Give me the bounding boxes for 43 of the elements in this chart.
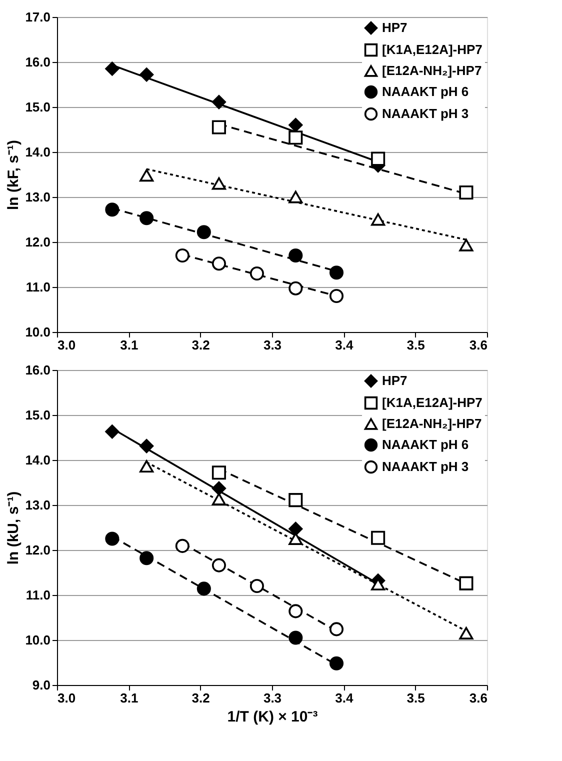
- y-tick-label: 13.0: [25, 190, 50, 204]
- legend-label: [E12A-NH₂]-HP7: [382, 416, 482, 431]
- legend-label: NAAAKT pH 6: [382, 437, 469, 452]
- x-tick-label: 3.0: [58, 690, 76, 706]
- y-axis-title: ln (kF, s⁻¹): [5, 140, 22, 210]
- x-tick-label: 3.3: [263, 690, 282, 706]
- y-tick-label: 12.0: [25, 234, 50, 250]
- x-tick-label: 3.3: [263, 338, 282, 352]
- x-axis-title: 1/T (K) × 10⁻³: [227, 708, 318, 726]
- y-tick-label: 12.0: [25, 542, 50, 558]
- legend-label: [K1A,E12A]-HP7: [382, 42, 482, 57]
- y-axis-title: ln (kU, s⁻¹): [5, 491, 22, 565]
- y-tick-label: 16.0: [25, 362, 50, 378]
- y-tick-label: 11.0: [26, 588, 50, 602]
- legend-label: [K1A,E12A]-HP7: [382, 395, 482, 410]
- legend-label: HP7: [382, 373, 408, 388]
- x-tick-label: 3.6: [469, 690, 488, 706]
- legend-label: HP7: [382, 20, 408, 35]
- x-tick-label: 3.4: [335, 690, 354, 706]
- legend-label: NAAAKT pH 3: [382, 106, 469, 121]
- x-tick-label: 3.1: [120, 338, 138, 352]
- x-tick-label: 3.6: [469, 338, 488, 352]
- y-tick-label: 15.0: [25, 408, 50, 422]
- y-tick-label: 13.0: [25, 498, 50, 512]
- y-tick-label: 11.0: [26, 280, 50, 294]
- y-tick-label: 14.0: [25, 452, 50, 468]
- legend-label: NAAAKT pH 6: [382, 84, 469, 99]
- x-tick-label: 3.2: [192, 690, 210, 706]
- y-tick-label: 9.0: [32, 678, 50, 692]
- y-tick-label: 10.0: [25, 632, 50, 648]
- y-tick-label: 14.0: [25, 144, 50, 160]
- x-tick-label: 3.2: [192, 338, 210, 352]
- y-tick-label: 15.0: [25, 100, 50, 114]
- x-tick-label: 3.5: [406, 338, 425, 352]
- x-tick-label: 3.4: [335, 338, 354, 352]
- x-tick-label: 3.1: [120, 690, 138, 706]
- x-tick-label: 3.5: [406, 690, 425, 706]
- legend-label: [E12A-NH₂]-HP7: [382, 63, 482, 78]
- y-tick-label: 10.0: [25, 324, 50, 340]
- y-tick-label: 17.0: [25, 10, 50, 24]
- y-tick-label: 16.0: [25, 54, 50, 70]
- x-tick-label: 3.0: [58, 338, 76, 352]
- legend-label: NAAAKT pH 3: [382, 459, 469, 474]
